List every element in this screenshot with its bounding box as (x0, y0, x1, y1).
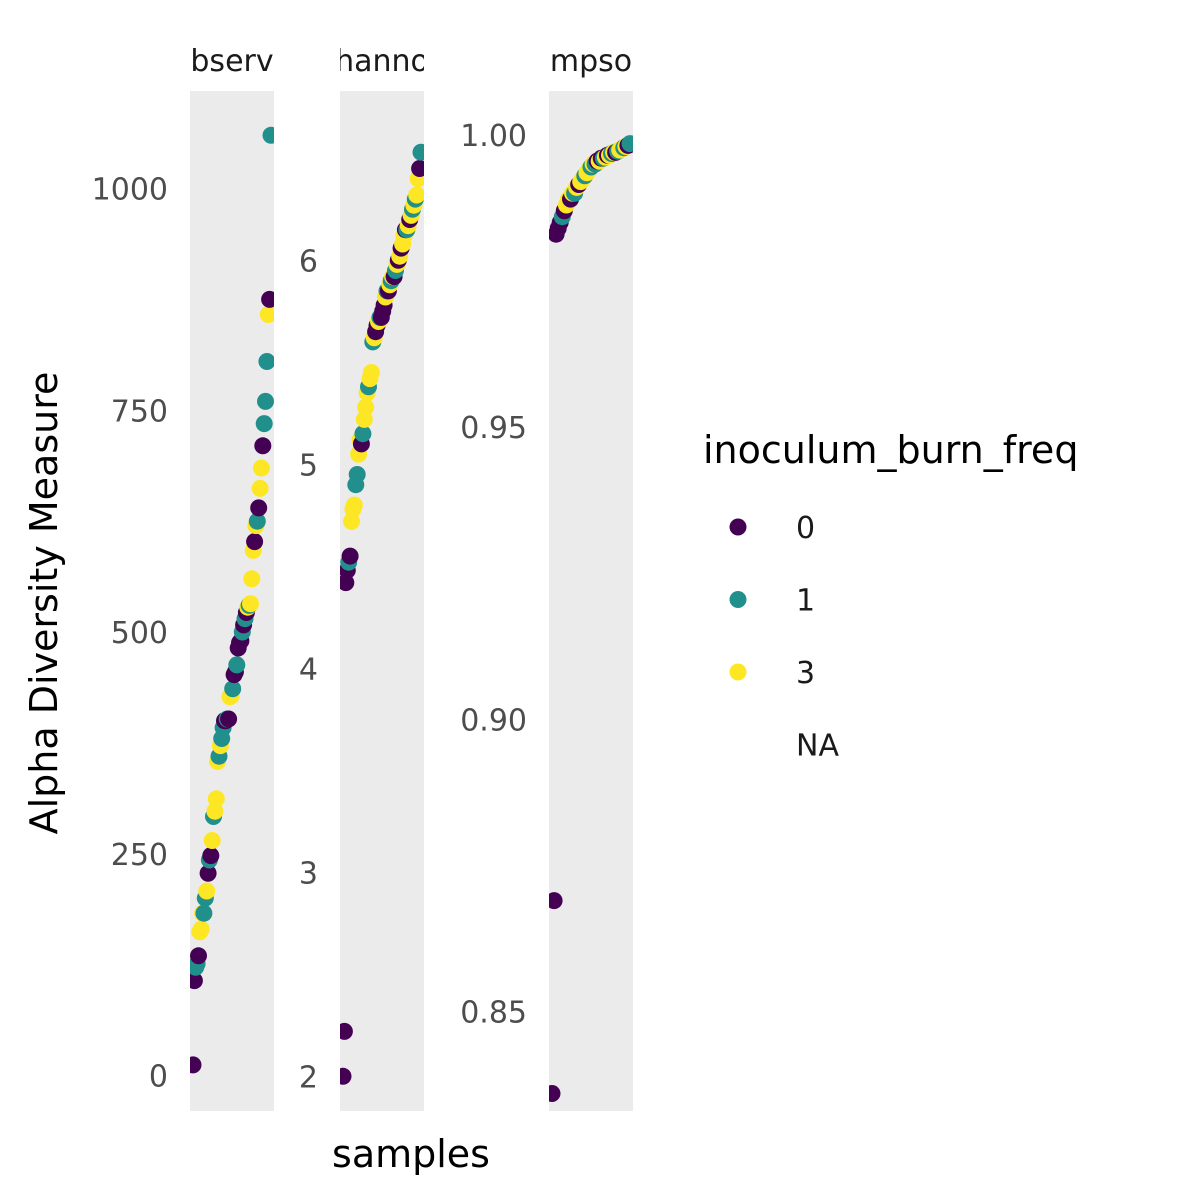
y-tick-label: 2 (299, 1060, 318, 1095)
data-point (345, 496, 363, 514)
y-tick-label: 0.85 (460, 996, 527, 1031)
y-axis-title: Alpha Diversity Measure (22, 372, 66, 835)
facet-panel-1: bserv 0 250 500 750 1000 (92, 44, 274, 1111)
data-point (549, 1085, 561, 1102)
panel-background (549, 91, 633, 1111)
points (549, 135, 633, 1102)
y-tick-label: 3 (299, 856, 318, 891)
points (340, 143, 424, 1085)
data-point (246, 533, 264, 551)
y-tick-label: 0 (149, 1060, 168, 1095)
data-point (254, 437, 272, 455)
facet-panel-3: mpso 0.85 0.90 0.95 1.00 (460, 44, 633, 1111)
y-tick-label: 0.90 (460, 703, 527, 738)
data-point (354, 425, 372, 443)
legend-key (729, 518, 747, 536)
data-point (199, 864, 217, 882)
data-point (243, 570, 261, 588)
y-tick-label: 6 (299, 244, 318, 279)
data-point (203, 832, 221, 849)
data-point (228, 656, 246, 674)
data-point (250, 499, 268, 517)
y-tick-label: 250 (111, 838, 168, 873)
facet-panel-2: hanno 2 3 4 5 6 (299, 44, 429, 1111)
data-point (341, 547, 359, 565)
y-tick-label: 4 (299, 652, 318, 687)
data-point (190, 947, 207, 965)
data-point (408, 186, 424, 204)
data-point (362, 364, 380, 381)
facet-strip-label: bserv (190, 44, 273, 79)
data-point (259, 306, 274, 323)
data-point (261, 290, 274, 308)
legend-label: 3 (796, 656, 815, 691)
y-tick-label: 750 (111, 394, 168, 429)
data-point (252, 459, 270, 477)
data-point (207, 790, 225, 808)
data-point (192, 920, 210, 938)
data-point (340, 1067, 352, 1085)
data-point (340, 1022, 353, 1040)
data-point (412, 143, 424, 161)
data-point (190, 1056, 202, 1074)
y-tick-label: 0.95 (460, 411, 527, 446)
data-point (224, 680, 242, 698)
data-point (257, 392, 274, 410)
legend-title: inoculum_burn_freq (703, 428, 1078, 472)
data-point (258, 353, 274, 370)
data-point (357, 398, 375, 416)
y-tick-label: 1.00 (460, 119, 527, 154)
legend-key (729, 663, 747, 681)
data-point (262, 126, 274, 144)
data-point (411, 160, 424, 177)
data-point (195, 904, 213, 922)
data-point (348, 466, 366, 483)
panel-background (190, 91, 274, 1111)
legend: inoculum_burn_freq 0 1 3 NA (703, 428, 1078, 764)
data-point (206, 802, 224, 820)
data-point (549, 892, 563, 910)
x-axis-title: samples (332, 1132, 490, 1176)
y-tick-label: 5 (299, 448, 318, 483)
data-point (255, 415, 273, 433)
points (190, 126, 274, 1074)
data-point (242, 595, 259, 613)
data-point (190, 972, 203, 990)
data-point (340, 574, 355, 592)
data-point (198, 882, 216, 900)
data-point (251, 479, 269, 497)
facet-strip-label: mpso (550, 44, 632, 79)
y-tick-label: 1000 (92, 173, 168, 208)
legend-label: 1 (796, 584, 815, 619)
y-tick-label: 500 (111, 616, 168, 651)
legend-label: NA (796, 729, 839, 764)
legend-label: 0 (796, 511, 815, 546)
data-point (202, 847, 220, 865)
data-point (220, 710, 238, 728)
data-point (621, 135, 633, 153)
data-point (248, 512, 266, 530)
facet-strip-label: hanno (335, 44, 429, 79)
legend-key (729, 591, 747, 608)
panel-background (340, 91, 424, 1111)
